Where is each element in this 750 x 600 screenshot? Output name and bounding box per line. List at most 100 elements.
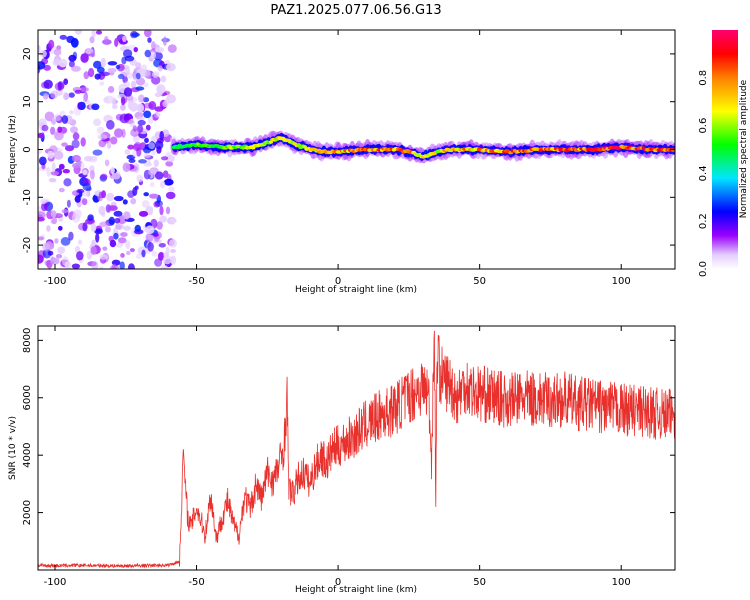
noise-speckle [91, 103, 100, 111]
noise-speckle [143, 192, 149, 197]
noise-speckle [108, 216, 116, 225]
x-tick-label: -100 [44, 577, 67, 588]
noise-speckle [136, 116, 145, 121]
noise-speckle [154, 106, 164, 112]
noise-speckle [90, 223, 97, 232]
noise-speckle [68, 92, 75, 98]
noise-speckle [145, 205, 154, 214]
noise-speckle [55, 253, 63, 259]
noise-speckle [122, 199, 128, 205]
noise-speckle [135, 62, 142, 69]
noise-speckle [57, 246, 66, 254]
noise-speckle [106, 120, 115, 130]
x-tick-label: 100 [612, 276, 631, 287]
noise-speckle [168, 186, 175, 192]
noise-speckle [108, 205, 118, 211]
noise-speckle [141, 200, 150, 208]
x-tick-label: -50 [188, 577, 204, 588]
noise-speckle [127, 100, 135, 110]
noise-speckle [143, 110, 152, 119]
x-tick-label: -50 [188, 276, 204, 287]
noise-speckle [42, 93, 49, 100]
spectrogram-y-ticks: -20 -10 0 10 20 [22, 48, 675, 253]
colorbar: 0.0 0.2 0.4 0.6 0.8 Normalized spectral ampl… [698, 30, 749, 277]
noise-speckle [77, 102, 82, 110]
noise-speckle [170, 249, 177, 253]
noise-speckle [125, 240, 131, 250]
noise-speckle [113, 195, 124, 202]
noise-speckle [123, 225, 131, 231]
noise-speckle [95, 30, 103, 35]
noise-speckle [162, 170, 169, 178]
noise-speckle [53, 48, 62, 56]
noise-speckle [166, 94, 177, 104]
spectrogram-x-label: Height of straight line (km) [295, 285, 417, 295]
noise-speckle [68, 231, 74, 241]
noise-speckle [126, 250, 131, 256]
noise-speckle [151, 41, 156, 51]
noise-speckle [123, 87, 133, 97]
noise-speckle [64, 261, 70, 268]
y-tick-label: 2000 [22, 500, 33, 525]
noise-speckle [143, 152, 151, 159]
colorbar-tick-label: 0.4 [698, 165, 709, 181]
noise-speckle [79, 87, 90, 92]
noise-speckle [100, 71, 110, 77]
noise-speckle [110, 136, 118, 145]
noise-speckle [149, 181, 155, 188]
noise-speckle [78, 239, 82, 245]
noise-speckle [96, 126, 105, 135]
noise-speckle [82, 93, 87, 103]
noise-speckle [127, 190, 135, 198]
noise-speckle [71, 139, 80, 149]
noise-speckle [156, 112, 161, 117]
noise-speckle [99, 266, 104, 269]
noise-speckle [134, 185, 139, 190]
noise-speckle [113, 232, 119, 240]
snr-y-ticks: 2000 4000 6000 8000 [22, 328, 675, 525]
noise-speckle [80, 137, 86, 147]
y-tick-label: 0 [22, 146, 33, 152]
noise-speckle [156, 84, 166, 95]
noise-speckle [170, 255, 177, 265]
noise-speckle [144, 30, 152, 38]
noise-speckle [58, 187, 65, 193]
noise-speckle [74, 89, 82, 94]
snr-x-ticks: -100 -50 0 50 100 [44, 326, 631, 588]
snr-y-label: SNR (10 * v/v) [8, 416, 18, 480]
noise-speckle [52, 59, 62, 66]
spectrogram-x-ticks: -100 -50 0 50 100 [44, 30, 631, 287]
noise-speckle [104, 95, 115, 104]
noise-speckle [94, 73, 101, 80]
noise-speckle [131, 32, 140, 37]
noise-speckle [54, 238, 59, 244]
noise-speckle [155, 140, 164, 150]
noise-speckle [128, 158, 136, 163]
noise-speckle [115, 242, 123, 248]
noise-speckle [127, 263, 135, 269]
noise-speckle [74, 30, 83, 35]
noise-speckle [57, 81, 65, 90]
noise-speckle [104, 36, 109, 42]
noise-speckle [50, 210, 57, 218]
noise-speckle [38, 211, 46, 219]
noise-speckle [107, 86, 115, 93]
noise-speckle [159, 205, 164, 216]
noise-speckle [107, 61, 118, 66]
noise-speckle [165, 206, 171, 215]
noise-speckle [38, 156, 47, 166]
noise-speckle [89, 36, 95, 44]
noise-speckle [134, 224, 141, 232]
noise-speckle [92, 149, 103, 156]
noise-speckle [99, 221, 109, 227]
noise-speckle [61, 209, 69, 214]
noise-speckle [95, 233, 100, 243]
noise-speckle [114, 38, 119, 47]
noise-speckle [50, 171, 60, 176]
noise-speckle [124, 67, 131, 75]
noise-speckle [149, 193, 159, 199]
noise-region [38, 30, 177, 269]
noise-speckle [169, 239, 177, 248]
